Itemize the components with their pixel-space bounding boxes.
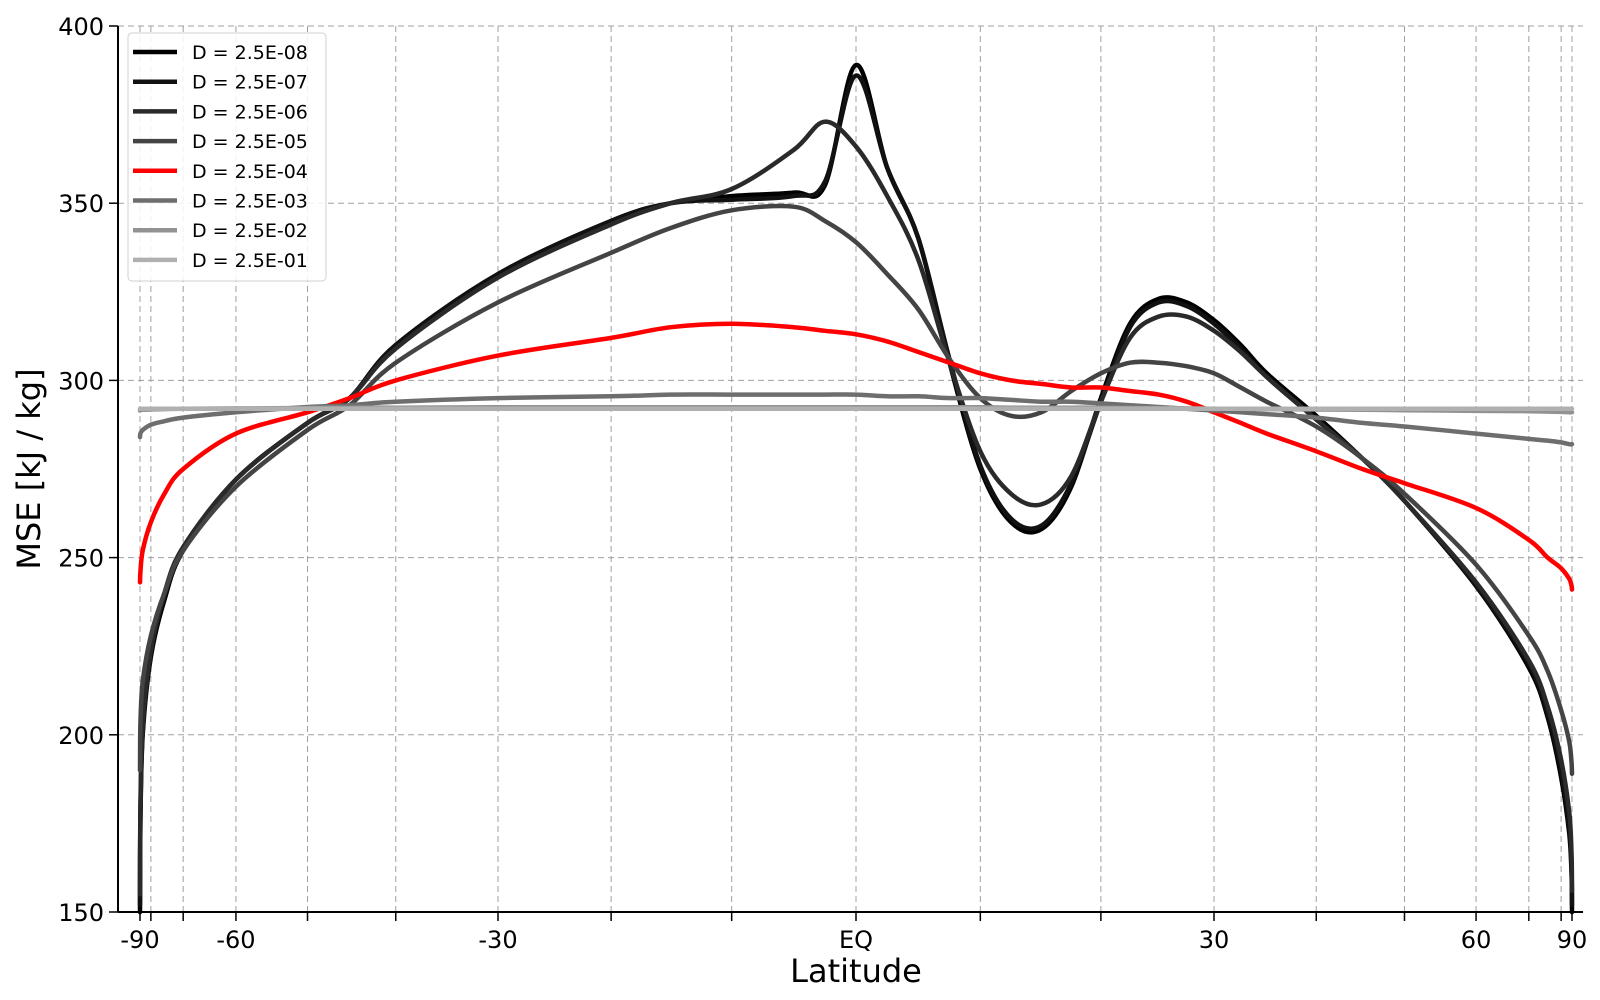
legend: D = 2.5E-08 D = 2.5E-07 D = 2.5E-06 D = 2.5… (127, 32, 327, 282)
x-tick-label: 30 (1199, 926, 1230, 954)
y-tick-label: 150 (58, 899, 104, 927)
y-tick-label: 250 (58, 545, 104, 573)
series-line-2 (137, 119, 1575, 897)
y-tick-label: 300 (58, 367, 104, 395)
legend-label: D = 2.5E-01 (192, 250, 308, 272)
x-axis-title: Latitude (790, 952, 922, 990)
y-tick-label: 200 (58, 722, 104, 750)
x-tick-label: EQ (839, 926, 873, 954)
legend-label: D = 2.5E-02 (192, 220, 308, 242)
series-lines (137, 62, 1575, 915)
tick-labels: -90 -60 -30 EQ 30 60 90 150 200 250 300 350 400 (58, 13, 1587, 954)
legend-label: D = 2.5E-04 (192, 161, 308, 183)
y-tick-label: 350 (58, 190, 104, 218)
series-line-3 (137, 203, 1575, 777)
x-tick-label: 60 (1461, 926, 1492, 954)
x-tick-label: 90 (1557, 926, 1588, 954)
legend-label: D = 2.5E-06 (192, 101, 308, 123)
y-axis-title: MSE [kJ / kg] (10, 368, 48, 569)
x-tick-label: -60 (216, 926, 255, 954)
x-tick-label: -30 (478, 926, 517, 954)
legend-label: D = 2.5E-03 (192, 191, 308, 213)
axes (117, 26, 1583, 913)
legend-box (127, 32, 327, 282)
series-line-4 (137, 321, 1575, 592)
legend-label: D = 2.5E-08 (192, 42, 308, 64)
x-tick-label: -90 (120, 926, 159, 954)
y-tick-label: 400 (58, 13, 104, 41)
legend-label: D = 2.5E-05 (192, 131, 308, 153)
legend-label: D = 2.5E-07 (192, 72, 308, 94)
